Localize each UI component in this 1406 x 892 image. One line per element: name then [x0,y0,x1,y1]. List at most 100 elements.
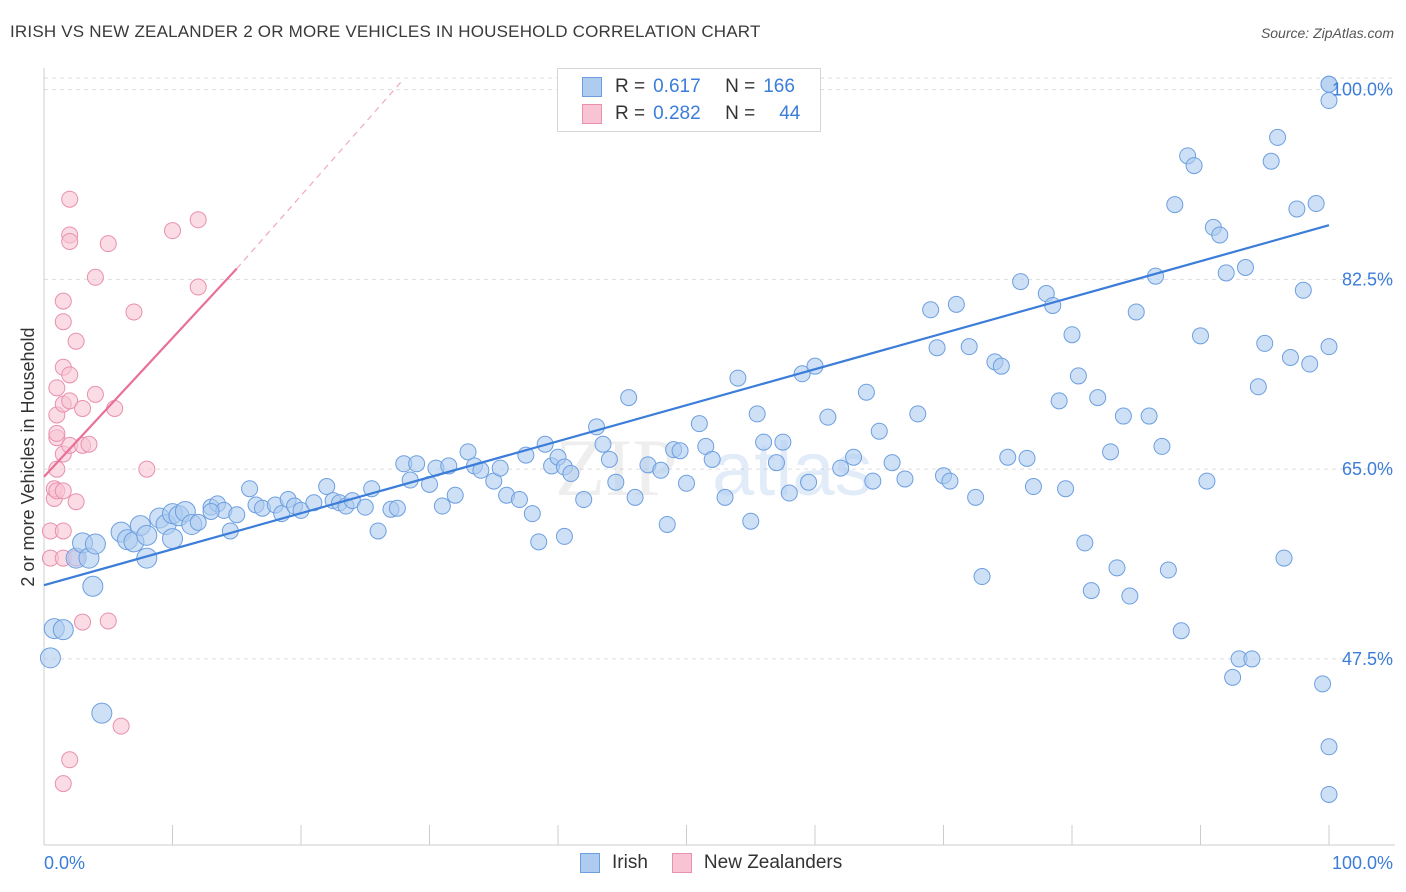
series-swatch-irish [580,853,600,873]
irish-point [1069,367,1087,385]
irish-point [1127,303,1145,321]
nz-point [48,424,66,442]
legend-swatch-nz [582,104,602,124]
irish-point [162,528,183,550]
irish-point [620,389,638,407]
irish-point [52,619,74,641]
irish-point [1140,407,1158,425]
irish-point [600,450,618,468]
irish-point [748,405,766,423]
irish-point [1198,472,1216,490]
nz-point [138,460,156,478]
irish-point [864,472,882,490]
irish-point [870,422,888,440]
series-legend-nz[interactable]: New Zealanders [671,852,842,874]
irish-point [755,433,773,451]
irish-point [941,472,959,490]
nz-point [67,332,85,350]
irish-point [523,505,541,523]
irish-point [999,448,1017,466]
irish-point [318,478,336,496]
nz-trend-extension [236,78,405,269]
irish-point [658,515,676,533]
irish-point [369,522,387,540]
irish-point [1012,273,1030,291]
legend-n-label: N = [725,103,756,124]
irish-point [1018,449,1036,467]
irish-point [39,647,61,669]
nz-point [74,613,92,631]
legend-row-irish: R = 0.617 N = 166 [582,75,795,99]
irish-point [1159,561,1177,579]
irish-point [992,357,1010,375]
irish-point [1236,259,1254,277]
y-tick-label: 65.0% [1342,459,1393,479]
nz-point [54,522,72,540]
irish-point [1089,389,1107,407]
irish-point [767,454,785,472]
irish-point [703,450,721,468]
legend-r-value: 0.617 [653,76,701,97]
irish-point [491,459,509,477]
irish-point [84,533,106,555]
irish-point [1185,157,1203,175]
series-legend-irish[interactable]: Irish [580,852,648,874]
irish-point [947,295,965,313]
series-swatch-nz [671,853,692,873]
irish-point [1320,75,1338,93]
nz-point [54,775,72,793]
irish-point [356,498,374,516]
irish-point [510,491,528,509]
nz-point [164,222,181,240]
y-tick-label: 47.5% [1342,649,1393,669]
irish-point [1314,675,1332,693]
nz-point [112,717,130,735]
nz-point [80,435,98,453]
nz-point [54,482,72,500]
nz-point [67,493,85,511]
irish-point [1121,587,1139,605]
nz-point [86,385,104,403]
y-tick-label: 100.0% [1332,80,1393,100]
legend-r-label: R = [615,103,646,124]
irish-point [1256,334,1274,352]
irish-point [780,484,798,502]
irish-point [189,513,207,531]
irish-point [928,339,946,357]
irish-points [39,75,1338,803]
chart-source: Source: ZipAtlas.com [1260,25,1394,41]
irish-point [845,448,863,466]
irish-point [1217,264,1235,282]
irish-point [202,502,220,520]
correlation-legend: R = 0.617 N = 166 R = 0.282 N = 44 [557,68,821,132]
irish-point [607,473,625,491]
irish-point [136,524,158,546]
irish-point [1108,559,1126,577]
irish-point [1102,443,1120,461]
irish-point [530,533,548,551]
irish-point [671,442,689,460]
irish-point [446,486,464,504]
irish-point [1307,195,1325,213]
series-label-irish: Irish [612,852,648,873]
irish-point [1288,200,1306,218]
irish-point [1294,281,1312,299]
legend-n-label: N = [725,76,756,97]
irish-point [1050,392,1068,410]
nz-point [54,313,72,331]
nz-point [61,190,79,208]
irish-point [433,497,451,515]
irish-point [1082,582,1100,600]
legend-r-label: R = [615,76,646,97]
irish-point [883,454,901,472]
nz-point [99,612,117,630]
nz-trend-line [43,267,238,478]
irish-point [1153,437,1171,455]
legend-r-value: 0.282 [653,103,701,124]
irish-point [832,459,850,477]
irish-point [857,383,875,401]
irish-point [774,433,792,451]
irish-point [241,480,259,498]
irish-point [82,575,104,597]
irish-point [1262,152,1280,170]
